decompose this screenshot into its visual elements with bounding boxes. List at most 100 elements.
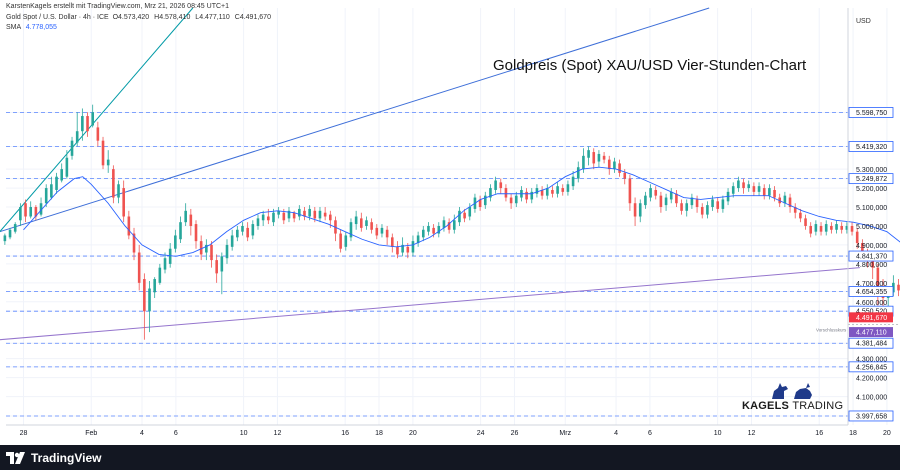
y-tick-label: 4.800,000 bbox=[856, 262, 887, 269]
candle-body bbox=[349, 222, 353, 238]
candle-body bbox=[19, 207, 22, 221]
candle bbox=[721, 195, 725, 213]
candle bbox=[416, 231, 420, 247]
candle bbox=[830, 222, 833, 234]
candle bbox=[339, 229, 342, 253]
candle bbox=[602, 152, 606, 164]
candle-body bbox=[385, 229, 389, 238]
x-tick-label: Feb bbox=[85, 430, 97, 437]
candle-body bbox=[535, 188, 539, 194]
candle bbox=[850, 222, 854, 236]
level-label: 4.550,520 bbox=[856, 309, 887, 316]
candle bbox=[876, 263, 880, 306]
candle-body bbox=[835, 224, 838, 230]
symbol-info: Gold Spot / U.S. Dollar · 4h · ICE O4.57… bbox=[6, 14, 274, 21]
candle bbox=[205, 239, 208, 261]
candle bbox=[153, 277, 156, 299]
candle bbox=[349, 218, 353, 242]
sma-value: 4.778,055 bbox=[25, 24, 57, 31]
candle bbox=[236, 225, 239, 242]
candle bbox=[535, 184, 539, 198]
level-label-box bbox=[848, 141, 894, 152]
price-tag-box bbox=[849, 327, 893, 338]
candle bbox=[799, 208, 802, 223]
candle-body bbox=[685, 203, 689, 211]
candle-body bbox=[489, 188, 492, 198]
candle-body bbox=[478, 199, 482, 208]
candle bbox=[680, 199, 683, 215]
candle bbox=[855, 227, 859, 249]
candle-body bbox=[313, 210, 317, 219]
candle-body bbox=[525, 191, 528, 200]
candle-body bbox=[628, 178, 632, 204]
candle-body bbox=[509, 197, 513, 204]
candle bbox=[824, 220, 828, 236]
candle bbox=[210, 241, 213, 268]
candle bbox=[504, 184, 508, 202]
candle-body bbox=[287, 210, 291, 219]
trendline-steep bbox=[0, 7, 194, 232]
candle bbox=[287, 207, 291, 223]
candle bbox=[793, 203, 797, 219]
candle-body bbox=[148, 288, 151, 312]
candle-body bbox=[731, 186, 735, 194]
candle-body bbox=[106, 159, 110, 166]
candle-body bbox=[365, 220, 368, 226]
level-label: 5.598,750 bbox=[856, 110, 887, 117]
candle bbox=[840, 222, 843, 234]
candle-body bbox=[824, 224, 828, 232]
candle-body bbox=[514, 195, 518, 204]
candle-body bbox=[96, 127, 100, 141]
candle-body bbox=[499, 182, 503, 189]
candle-body bbox=[29, 207, 33, 217]
candle-body bbox=[158, 267, 162, 283]
candle-body bbox=[752, 186, 756, 192]
candle bbox=[174, 229, 177, 253]
candle-body bbox=[34, 207, 38, 217]
candle-body bbox=[39, 203, 43, 215]
candle-body bbox=[292, 212, 296, 219]
y-tick-label: 4.900,000 bbox=[856, 243, 887, 250]
candle bbox=[360, 212, 363, 232]
price-tag-box bbox=[849, 312, 893, 323]
candle bbox=[39, 197, 43, 217]
tradingview-label: TradingView bbox=[31, 451, 102, 465]
ohlc-close: C4.491,670 bbox=[234, 14, 271, 21]
price-tag-label: 4.491,670 bbox=[856, 315, 887, 322]
footer-bar bbox=[0, 445, 900, 470]
candle bbox=[540, 186, 544, 200]
tradingview-logo[interactable]: TradingView bbox=[6, 451, 101, 465]
candle bbox=[437, 222, 441, 238]
candle-body bbox=[447, 222, 451, 230]
x-tick-label: 6 bbox=[174, 430, 178, 437]
candle-body bbox=[747, 184, 751, 189]
candle-body bbox=[380, 227, 384, 234]
candle-body bbox=[163, 258, 167, 270]
candle-body bbox=[282, 212, 286, 221]
candle-body bbox=[494, 180, 497, 190]
y-tick-label: 4.200,000 bbox=[856, 376, 887, 383]
candle bbox=[298, 205, 301, 221]
candle-body bbox=[318, 210, 322, 219]
level-label: 4.654,355 bbox=[856, 289, 887, 296]
candle-body bbox=[861, 243, 864, 253]
candle bbox=[644, 191, 647, 209]
candle bbox=[587, 146, 590, 166]
currency-label: USD bbox=[856, 18, 871, 25]
kagels-logo bbox=[744, 379, 836, 406]
sma-legend[interactable]: SMA 4.778,055 bbox=[6, 24, 57, 31]
candle-body bbox=[416, 235, 420, 244]
candle bbox=[757, 182, 761, 196]
candle bbox=[117, 180, 120, 204]
candle-body bbox=[551, 189, 554, 194]
candle-body bbox=[55, 176, 58, 190]
candle bbox=[819, 222, 823, 236]
candle-body bbox=[8, 229, 12, 238]
sma-line bbox=[23, 166, 900, 257]
candle bbox=[55, 172, 58, 194]
candle bbox=[752, 182, 756, 196]
x-tick-label: 20 bbox=[409, 430, 417, 437]
candle-body bbox=[230, 235, 234, 247]
candle bbox=[628, 174, 632, 211]
